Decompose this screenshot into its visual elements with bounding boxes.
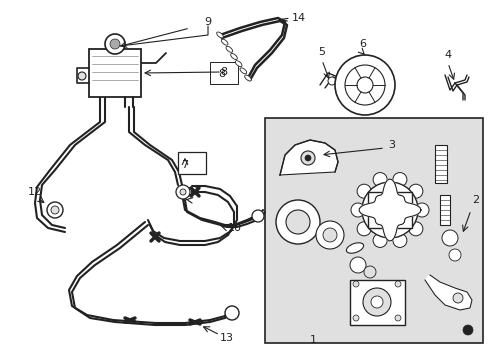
Circle shape	[224, 306, 239, 320]
Circle shape	[362, 288, 390, 316]
Circle shape	[356, 184, 370, 198]
Circle shape	[394, 315, 400, 321]
Circle shape	[176, 185, 190, 199]
Circle shape	[349, 257, 365, 273]
Circle shape	[334, 55, 394, 115]
Polygon shape	[280, 140, 337, 175]
Circle shape	[105, 34, 125, 54]
Bar	[439, 195, 449, 225]
Circle shape	[352, 281, 358, 287]
Ellipse shape	[216, 32, 223, 38]
Circle shape	[370, 296, 382, 308]
Text: 3: 3	[387, 140, 395, 150]
Circle shape	[275, 200, 319, 244]
Polygon shape	[359, 179, 420, 241]
Circle shape	[392, 172, 406, 186]
Bar	[89, 49, 141, 97]
Text: 4: 4	[444, 50, 450, 60]
Circle shape	[51, 206, 59, 214]
Ellipse shape	[346, 243, 363, 253]
Circle shape	[372, 172, 386, 186]
Text: 14: 14	[291, 13, 305, 23]
Text: 12: 12	[28, 187, 42, 197]
Circle shape	[301, 151, 314, 165]
Circle shape	[414, 203, 428, 217]
Ellipse shape	[225, 46, 232, 52]
Circle shape	[110, 39, 120, 49]
Circle shape	[305, 155, 310, 161]
Circle shape	[375, 196, 403, 224]
Text: 7: 7	[181, 160, 188, 170]
Circle shape	[394, 281, 400, 287]
Circle shape	[372, 233, 386, 247]
Circle shape	[352, 315, 358, 321]
Text: 1: 1	[309, 335, 316, 345]
Text: 13: 13	[220, 333, 234, 343]
Circle shape	[78, 72, 86, 80]
Bar	[349, 280, 404, 325]
Circle shape	[285, 210, 309, 234]
Text: 5: 5	[318, 47, 325, 57]
Circle shape	[448, 249, 460, 261]
Circle shape	[452, 293, 462, 303]
Ellipse shape	[244, 75, 251, 81]
Ellipse shape	[230, 54, 237, 59]
Bar	[367, 192, 411, 228]
Text: 8: 8	[218, 69, 224, 79]
Circle shape	[392, 233, 406, 247]
Circle shape	[327, 77, 335, 85]
Text: 6: 6	[359, 39, 366, 49]
Bar	[178, 152, 205, 174]
Circle shape	[315, 221, 343, 249]
Polygon shape	[424, 275, 471, 310]
Text: 10: 10	[227, 223, 242, 233]
Circle shape	[345, 65, 384, 105]
Text: 8: 8	[220, 67, 226, 77]
Circle shape	[361, 182, 417, 238]
Circle shape	[47, 202, 63, 218]
Circle shape	[323, 228, 336, 242]
Circle shape	[441, 230, 457, 246]
Text: 11: 11	[187, 187, 202, 197]
Ellipse shape	[221, 39, 227, 45]
Ellipse shape	[240, 68, 246, 74]
Text: 9: 9	[204, 17, 211, 27]
Circle shape	[180, 189, 185, 195]
Circle shape	[462, 325, 472, 335]
Text: 2: 2	[471, 195, 478, 205]
Circle shape	[363, 266, 375, 278]
Bar	[264, 118, 482, 343]
Circle shape	[408, 184, 422, 198]
Circle shape	[251, 210, 264, 222]
Ellipse shape	[235, 61, 242, 67]
Circle shape	[356, 77, 372, 93]
Circle shape	[356, 222, 370, 236]
Bar	[434, 145, 446, 183]
Circle shape	[350, 203, 364, 217]
Circle shape	[408, 222, 422, 236]
Bar	[209, 62, 238, 84]
